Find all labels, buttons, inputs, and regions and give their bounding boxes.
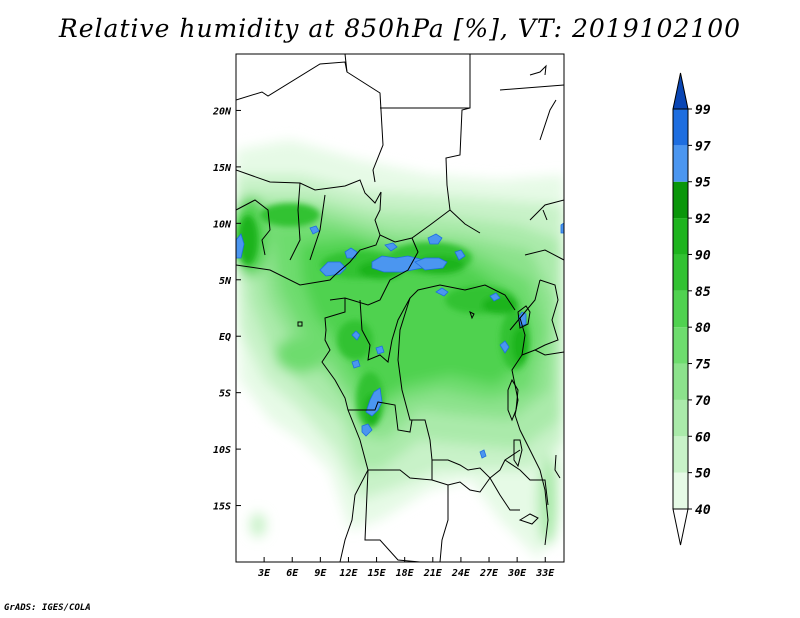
lat-tick-label: 15S [213,502,231,513]
lat-tick-label: 10S [213,445,231,456]
lat-tick-label: EQ [219,332,231,343]
map-title: Relative humidity at 850hPa [%], VT: 201… [58,14,742,43]
colorbar-box [673,363,688,400]
lon-tick-label: 21E [423,568,443,579]
colorbar-box [673,145,688,182]
colorbar-label: 75 [695,358,711,373]
colorbar-bottom-arrow [672,508,689,546]
lon-tick-label: 3E [257,568,271,579]
colorbar-box [673,290,688,328]
lat-tick-label: 5S [219,389,231,400]
grads-credit: GrADS: IGES/COLA [4,603,91,613]
colorbar-labels: 40 50 60 70 75 80 85 90 92 95 97 99 [688,103,711,518]
lon-tick-label: 27E [479,568,499,579]
colorbar-box [673,218,688,255]
colorbar-box [673,254,688,291]
colorbar-box [673,327,688,364]
lon-tick-label: 24E [451,568,471,579]
lat-tick-label: 15N [213,163,232,174]
colorbar-label: 92 [695,212,711,227]
colorbar-label: 85 [695,285,711,300]
lon-tick-label: 15E [368,568,387,579]
humidity-field [236,140,564,560]
colorbar-label: 97 [695,139,711,154]
lon-tick-label: 33E [535,568,555,579]
country-borders [236,54,564,562]
colorbar-label: 99 [695,103,711,118]
colorbar-box [673,181,688,219]
colorbar-box [673,472,688,509]
longitude-ticks: 3E 6E 9E 12E 15E 18E 21E 24E 27E 30E 33E [257,557,555,579]
lat-tick-label: 5N [219,276,232,287]
lat-tick-label: 20N [212,106,232,117]
lon-tick-label: 6E [286,568,299,579]
lon-tick-label: 18E [396,568,415,579]
colorbar-label: 60 [695,430,711,445]
lon-tick-label: 30E [507,568,527,579]
colorbar-label: 80 [695,321,711,336]
colorbar-label: 50 [695,467,711,482]
colorbar-box [673,109,688,146]
colorbar: 40 50 60 70 75 80 85 90 92 95 97 99 [672,72,711,546]
lon-tick-label: 9E [314,568,327,579]
colorbar-label: 70 [695,394,711,409]
colorbar-label: 40 [695,503,711,518]
latitude-ticks: 20N 15N 10N 5N EQ 5S 10S 15S [212,106,241,513]
lat-tick-label: 10N [213,219,232,230]
colorbar-box [673,436,688,473]
high-humidity-patches [236,222,564,459]
map-frame [235,53,565,563]
colorbar-label: 95 [695,176,711,191]
colorbar-label: 90 [695,248,711,263]
lon-tick-label: 12E [339,568,358,579]
colorbar-top-arrow [672,72,689,110]
colorbar-box [673,399,688,437]
colorbar-boxes [672,108,689,510]
